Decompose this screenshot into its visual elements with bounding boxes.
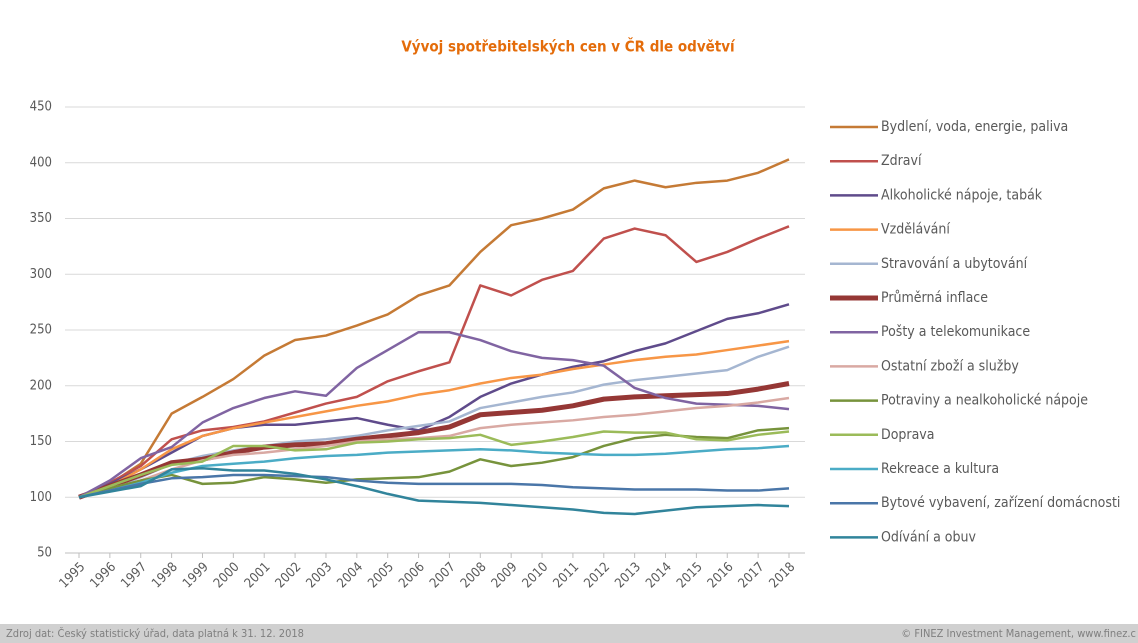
series-line xyxy=(78,225,790,499)
copyright: © FINEZ Investment Management, www.finez… xyxy=(901,627,1136,640)
series-line xyxy=(78,426,790,499)
legend-label: Zdraví xyxy=(881,153,922,169)
legend-label: Vzdělávání xyxy=(881,222,950,238)
series-line xyxy=(78,381,790,500)
y-tick-label: 200 xyxy=(30,378,52,393)
legend-label: Odívání a obuv xyxy=(881,529,976,545)
y-tick-label: 300 xyxy=(30,267,52,282)
legend-label: Doprava xyxy=(881,427,934,443)
series-line xyxy=(78,345,790,499)
y-tick-label: 450 xyxy=(30,100,52,115)
series-line xyxy=(78,444,790,499)
series-line xyxy=(78,430,790,499)
series-line xyxy=(78,339,790,499)
y-tick-label: 100 xyxy=(30,490,52,505)
footer-bar xyxy=(0,624,1138,643)
y-tick-label: 50 xyxy=(37,546,52,561)
legend-label: Potraviny a nealkoholické nápoje xyxy=(881,393,1088,409)
legend-label: Průměrná inflace xyxy=(881,290,988,306)
series-line xyxy=(78,473,790,499)
y-tick-label: 400 xyxy=(30,155,52,170)
legend-label: Bytové vybavení, zařízení domácnosti xyxy=(881,495,1120,511)
legend-label: Alkoholické nápoje, tabák xyxy=(881,187,1043,203)
legend-label: Rekreace a kultura xyxy=(881,461,999,477)
legend-label: Ostatní zboží a služby xyxy=(881,358,1019,374)
legend-label: Pošty a telekomunikace xyxy=(881,324,1030,340)
y-tick-label: 150 xyxy=(30,434,52,449)
y-tick-label: 350 xyxy=(30,211,52,226)
y-tick-label: 250 xyxy=(30,323,52,338)
series-line xyxy=(78,467,790,516)
legend-label: Stravování a ubytování xyxy=(881,256,1028,272)
legend-label: Bydlení, voda, energie, paliva xyxy=(881,119,1068,135)
series-line xyxy=(78,330,790,499)
series-line xyxy=(78,158,790,499)
source: Zdroj dat: Český statistický úřad, data … xyxy=(6,627,304,640)
chart-title: Vývoj spotřebitelských cen v ČR dle odvě… xyxy=(401,37,736,56)
